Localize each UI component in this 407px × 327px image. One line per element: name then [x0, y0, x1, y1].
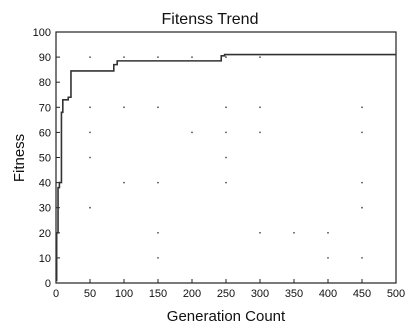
stray-point: [259, 56, 261, 58]
fitness-series-line: [55, 53, 396, 282]
stray-point: [89, 131, 91, 134]
stray-point: [293, 231, 295, 234]
stray-point: [327, 257, 329, 259]
series-layer: [55, 53, 396, 282]
y-tick-label: 10: [39, 253, 51, 265]
stray-point: [157, 106, 159, 109]
stray-point: [123, 106, 125, 109]
x-tick-label: 250: [217, 288, 235, 300]
stray-point: [123, 56, 125, 58]
stray-point: [225, 106, 227, 109]
y-axis: 0 10 20 30 40 50 60 70 80 90 100: [33, 27, 60, 290]
x-tick-label: 450: [353, 288, 371, 300]
y-tick-label: 90: [39, 52, 51, 64]
y-tick-label: 0: [45, 278, 51, 290]
stray-point: [157, 56, 159, 58]
stray-point: [225, 156, 227, 159]
x-tick-label: 300: [251, 288, 269, 300]
stray-point: [123, 181, 125, 184]
stray-point: [225, 181, 227, 184]
y-tick-label: 70: [39, 102, 51, 114]
stray-point: [361, 257, 363, 259]
stray-point: [361, 206, 363, 209]
x-tick-label: 200: [183, 288, 201, 300]
x-tick-label: 0: [53, 288, 59, 300]
y-axis-label: Fitness: [11, 134, 28, 182]
x-tick-label: 100: [115, 288, 133, 300]
stray-point: [225, 131, 227, 134]
y-tick-label: 30: [39, 203, 51, 215]
stray-point: [225, 56, 227, 58]
stray-point: [259, 131, 261, 134]
y-tick-label: 50: [39, 153, 51, 165]
stray-point: [361, 106, 363, 109]
y-tick-label: 100: [33, 27, 51, 39]
stray-point: [89, 56, 91, 58]
stray-point: [327, 231, 329, 234]
stray-point: [191, 56, 193, 58]
x-axis: 0 50 100 150 200 250 300 350 400 450 500: [53, 279, 405, 300]
y-tick-label: 20: [39, 228, 51, 240]
stray-point: [157, 257, 159, 259]
stray-point: [259, 106, 261, 109]
stray-point: [89, 206, 91, 209]
stray-points: [89, 56, 363, 259]
x-tick-label: 150: [149, 288, 167, 300]
x-tick-label: 400: [319, 288, 337, 300]
stray-point: [89, 106, 91, 109]
stray-point: [89, 156, 91, 159]
x-tick-label: 50: [84, 288, 96, 300]
stray-point: [191, 131, 193, 134]
y-tick-label: 40: [39, 178, 51, 190]
x-tick-label: 350: [285, 288, 303, 300]
stray-point: [361, 181, 363, 184]
y-tick-label: 60: [39, 127, 51, 139]
chart-title: Fitenss Trend: [162, 11, 259, 28]
stray-point: [361, 131, 363, 134]
stray-point: [157, 181, 159, 184]
x-axis-label: Generation Count: [167, 308, 286, 325]
stray-point: [157, 231, 159, 234]
y-tick-label: 80: [39, 77, 51, 89]
x-tick-label: 500: [387, 288, 405, 300]
stray-point: [259, 231, 261, 234]
